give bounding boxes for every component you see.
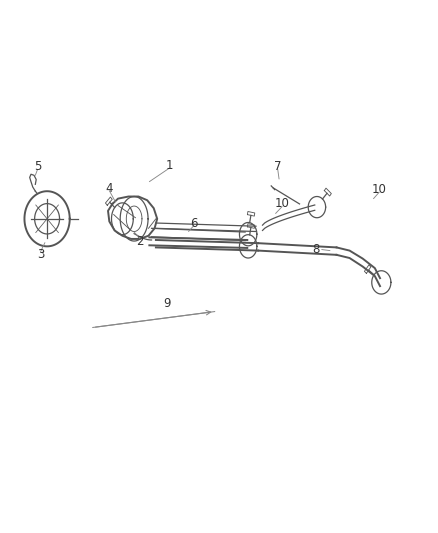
Text: 9: 9 — [163, 297, 170, 310]
Text: 10: 10 — [275, 197, 290, 211]
Text: 7: 7 — [274, 160, 282, 173]
Text: 5: 5 — [34, 160, 41, 173]
Text: 1: 1 — [165, 159, 173, 172]
Text: 10: 10 — [372, 183, 387, 196]
Text: 3: 3 — [37, 248, 44, 261]
Text: 8: 8 — [312, 243, 319, 256]
Text: 2: 2 — [136, 235, 144, 247]
Text: 6: 6 — [190, 216, 198, 230]
Text: 4: 4 — [106, 182, 113, 195]
